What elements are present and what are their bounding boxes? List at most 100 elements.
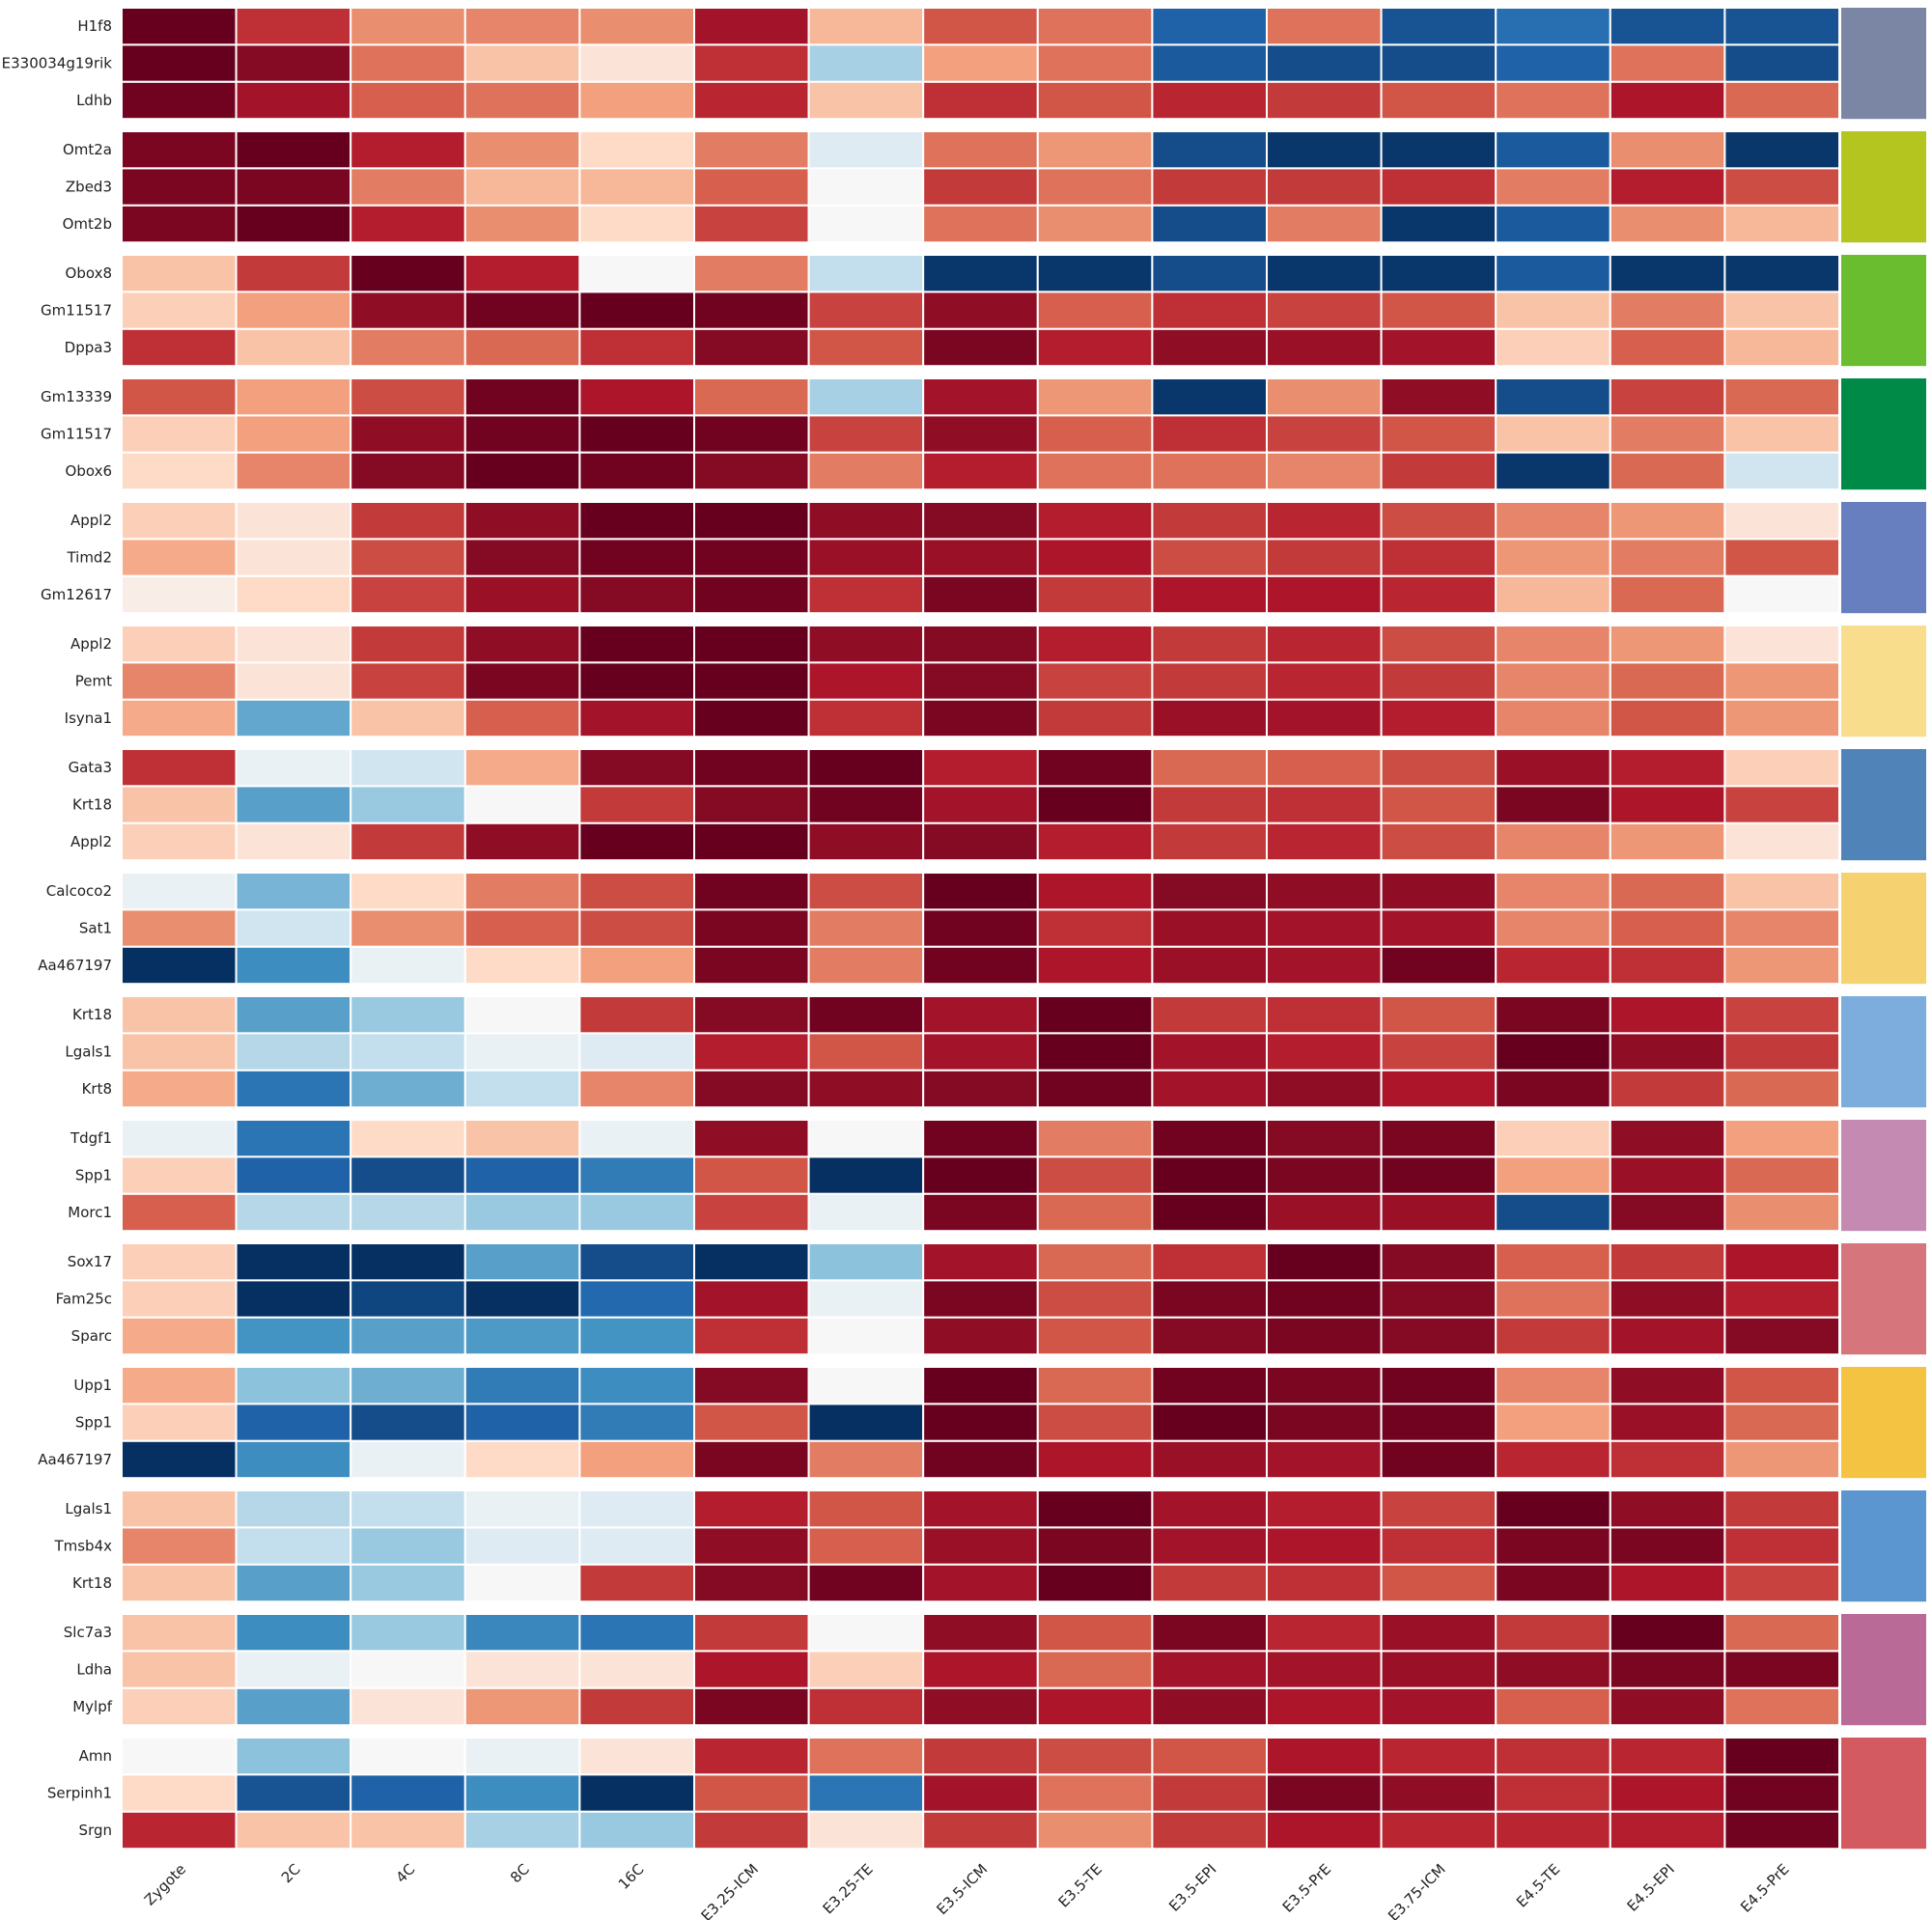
- heatmap-cell: [350, 1403, 466, 1442]
- heatmap-cell: [1609, 908, 1726, 948]
- heatmap-cell: [578, 291, 696, 330]
- row-label: Tdgf1: [70, 1129, 112, 1147]
- heatmap-cell: [1495, 254, 1611, 293]
- heatmap-cell: [1609, 501, 1726, 541]
- row-label: Lgals1: [65, 1043, 112, 1061]
- heatmap-cell: [1495, 1242, 1611, 1282]
- heatmap-cell: [578, 1242, 696, 1282]
- heatmap-cell: [1380, 167, 1498, 207]
- heatmap-cell: [922, 1810, 1039, 1850]
- heatmap-cell: [1723, 1119, 1841, 1158]
- heatmap-cell: [807, 908, 925, 948]
- heatmap-cell: [693, 80, 810, 121]
- heatmap-cell: [807, 7, 925, 46]
- heatmap-cell: [1380, 1403, 1498, 1442]
- heatmap-cell: [1036, 945, 1154, 986]
- heatmap-cell: [578, 167, 696, 207]
- heatmap-cell: [463, 1439, 581, 1480]
- heatmap-cell: [1036, 130, 1154, 170]
- heatmap-cell: [463, 1737, 581, 1776]
- group-color-bar: [1841, 1490, 1926, 1602]
- heatmap-cell: [350, 451, 466, 491]
- heatmap-cell: [1036, 538, 1154, 577]
- heatmap-cell: [235, 7, 352, 46]
- heatmap-cell: [1495, 1737, 1611, 1776]
- column-label: E3.5-PrE: [1279, 1860, 1334, 1915]
- heatmap-cell: [922, 698, 1039, 738]
- row-label: Amn: [79, 1747, 112, 1765]
- heatmap-cell: [121, 1773, 238, 1813]
- heatmap-cell: [1723, 1316, 1841, 1356]
- heatmap-cell: [235, 1119, 352, 1158]
- row-label: Ldha: [76, 1661, 112, 1679]
- heatmap-cell: [807, 1810, 925, 1850]
- heatmap-cell: [1036, 1810, 1154, 1850]
- heatmap-cell: [463, 501, 581, 541]
- heatmap-cell: [1380, 1119, 1498, 1158]
- column-label: E3.25-ICM: [698, 1860, 763, 1920]
- heatmap-cell: [1723, 945, 1841, 986]
- heatmap-cell: [350, 167, 466, 207]
- heatmap-cell: [807, 501, 925, 541]
- heatmap-cell: [1036, 7, 1154, 46]
- heatmap-cell: [693, 872, 810, 911]
- heatmap-cell: [1495, 43, 1611, 83]
- heatmap-cell: [121, 377, 238, 417]
- heatmap-cell: [1151, 872, 1269, 911]
- heatmap-cell: [463, 785, 581, 824]
- heatmap-cell: [235, 80, 352, 121]
- heatmap-cell: [1266, 1650, 1383, 1689]
- group-color-bar: [1841, 1367, 1926, 1479]
- heatmap-cell: [1036, 1489, 1154, 1529]
- heatmap-cell: [463, 451, 581, 491]
- heatmap-cell: [463, 748, 581, 788]
- heatmap-cell: [235, 1242, 352, 1282]
- heatmap-cell: [1266, 872, 1383, 911]
- heatmap-cell: [121, 451, 238, 491]
- group-color-bar: [1841, 1120, 1926, 1232]
- heatmap-cell: [1266, 1119, 1383, 1158]
- row-label: Gm13339: [41, 388, 112, 405]
- heatmap-cell: [1380, 130, 1498, 170]
- heatmap-cell: [1609, 1366, 1726, 1405]
- heatmap-cell: [1266, 1279, 1383, 1319]
- heatmap-cell: [121, 1242, 238, 1282]
- row-label: Krt18: [72, 1574, 112, 1592]
- heatmap-cell: [463, 1489, 581, 1529]
- heatmap-cell: [922, 501, 1039, 541]
- heatmap-cell: [807, 995, 925, 1035]
- heatmap-cell: [235, 1526, 352, 1566]
- heatmap-cell: [121, 538, 238, 577]
- heatmap-cell: [235, 377, 352, 417]
- heatmap-cell: [1036, 1119, 1154, 1158]
- heatmap-cell: [922, 1773, 1039, 1813]
- row-label: Aa467197: [38, 1451, 112, 1468]
- heatmap-cell: [1266, 698, 1383, 738]
- heatmap-cell: [1266, 291, 1383, 330]
- heatmap-cell: [1495, 872, 1611, 911]
- heatmap-cell: [1609, 1192, 1726, 1233]
- heatmap-cell: [1151, 204, 1269, 244]
- heatmap-cell: [1609, 995, 1726, 1035]
- heatmap-cell: [922, 291, 1039, 330]
- column-label: E3.5-ICM: [934, 1860, 992, 1918]
- heatmap-cell: [235, 204, 352, 244]
- heatmap-cell: [235, 1439, 352, 1480]
- heatmap-cell: [350, 1316, 466, 1356]
- heatmap-cell: [1609, 1773, 1726, 1813]
- heatmap-cell: [350, 625, 466, 664]
- heatmap-cell: [350, 204, 466, 244]
- heatmap-cell: [121, 1032, 238, 1071]
- heatmap-cell: [807, 538, 925, 577]
- heatmap-cell: [693, 1119, 810, 1158]
- heatmap-cell: [1151, 1686, 1269, 1727]
- heatmap-cell: [1609, 1242, 1726, 1282]
- heatmap-cell: [578, 574, 696, 615]
- heatmap-cell: [463, 1279, 581, 1319]
- heatmap-cell: [235, 451, 352, 491]
- heatmap-cell: [578, 1737, 696, 1776]
- heatmap-cell: [693, 7, 810, 46]
- heatmap-cell: [1380, 377, 1498, 417]
- heatmap-cell: [1151, 1563, 1269, 1603]
